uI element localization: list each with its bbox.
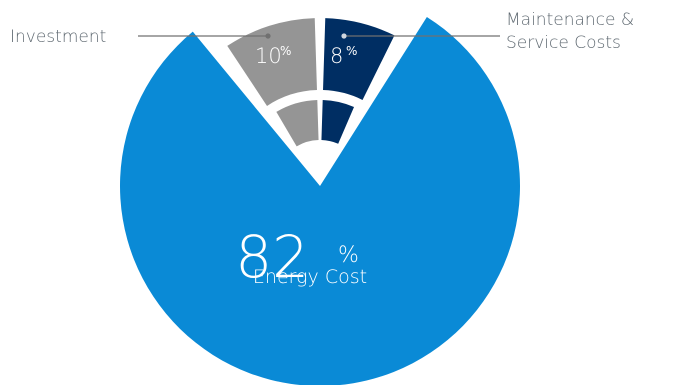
slice-unit-maintenance: % [346, 44, 357, 58]
pie-slice-maintenance-outer [323, 18, 395, 100]
slice-unit-investment: % [280, 44, 291, 58]
pie-slice-maintenance-inner [321, 100, 355, 144]
callout-dot-investment [265, 33, 271, 39]
callout-maintenance: Maintenance & Service Costs [341, 10, 634, 53]
slice-value-energy-cost: 82 [235, 223, 309, 291]
maintenance-slice-group: 8 % [321, 18, 395, 144]
slice-label-energy-cost: Energy Cost [253, 266, 367, 288]
slice-value-maintenance: 8 [330, 44, 343, 68]
callout-label-investment: Investment [10, 27, 106, 47]
callout-dot-maintenance [341, 33, 347, 39]
pie-slice-energy-cost [120, 16, 520, 385]
callout-label-maintenance-line2: Service Costs [506, 33, 621, 53]
slice-unit-energy-cost: % [338, 243, 359, 268]
energy-slice-group: 82 % Energy Cost [120, 16, 520, 385]
callout-label-maintenance-line1: Maintenance & [506, 10, 634, 30]
slice-value-investment: 10 [255, 44, 282, 68]
callout-investment: Investment [10, 27, 271, 47]
pie-slice-investment-inner [276, 100, 319, 147]
investment-slice-group: 10 % [227, 18, 319, 147]
pie-slice-investment-outer [227, 18, 317, 106]
